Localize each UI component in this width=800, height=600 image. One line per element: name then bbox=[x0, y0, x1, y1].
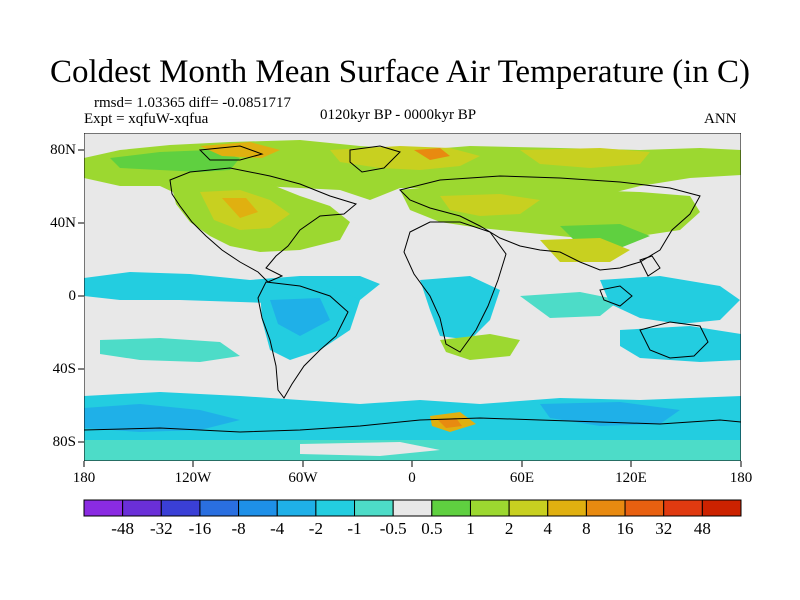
colorbar-swatch bbox=[392, 499, 433, 517]
colorbar-label: 32 bbox=[655, 519, 673, 538]
colorbar-label: -1 bbox=[347, 519, 362, 538]
anomaly-region bbox=[540, 402, 680, 426]
anomaly-region bbox=[414, 148, 450, 160]
colorbar-swatch bbox=[624, 499, 665, 517]
colorbar-swatch bbox=[83, 499, 124, 517]
colorbar-swatch bbox=[431, 499, 471, 517]
colorbar-swatch bbox=[547, 499, 587, 517]
experiment-label: Expt = xqfuW-xqfua bbox=[84, 111, 209, 127]
colorbar-label: 4 bbox=[543, 519, 553, 538]
colorbar-swatch bbox=[122, 499, 162, 517]
anomaly-region bbox=[540, 238, 630, 262]
colorbar-label: 1 bbox=[466, 519, 475, 538]
anomaly-region bbox=[440, 334, 520, 360]
colorbar-label: -32 bbox=[149, 519, 173, 538]
anomaly-region bbox=[520, 292, 620, 318]
colorbar-swatch bbox=[508, 499, 549, 517]
colorbar-label: 48 bbox=[693, 519, 711, 538]
lat-label-40s: 40S bbox=[52, 361, 76, 377]
colorbar-swatch bbox=[701, 499, 742, 517]
colorbar-swatch bbox=[354, 499, 394, 517]
period-label: 0120kyr BP - 0000kyr BP bbox=[320, 107, 477, 123]
lon-label-0: 0 bbox=[408, 470, 416, 486]
colorbar-label: -4 bbox=[270, 519, 285, 538]
stats-label: rmsd= 1.03365 diff= -0.0851717 bbox=[94, 95, 292, 111]
colorbar-swatch bbox=[160, 499, 201, 517]
chart-title: Coldest Month Mean Surface Air Temperatu… bbox=[50, 54, 750, 90]
colorbar-label: -16 bbox=[188, 519, 212, 538]
anomaly-region bbox=[300, 442, 440, 456]
anomaly-region bbox=[200, 142, 280, 158]
lon-label-120w: 120W bbox=[174, 470, 212, 486]
anomaly-region bbox=[520, 148, 650, 168]
colorbar-swatch bbox=[663, 499, 703, 517]
lat-label-0: 0 bbox=[68, 288, 77, 304]
anomaly-region bbox=[100, 338, 240, 362]
colorbar-label: -48 bbox=[111, 519, 134, 538]
coastlines bbox=[84, 145, 741, 433]
colorbar-label: -2 bbox=[308, 519, 323, 538]
colorbar-swatch bbox=[199, 499, 240, 517]
colorbar-label: 0.5 bbox=[421, 519, 443, 538]
colorbar-label: -0.5 bbox=[379, 519, 407, 538]
lat-label-80s: 80S bbox=[52, 434, 76, 450]
colorbar-swatch bbox=[469, 499, 510, 517]
anomaly-region bbox=[440, 194, 540, 216]
anomaly-region bbox=[438, 418, 462, 428]
season-label: ANN bbox=[704, 111, 737, 127]
lon-label-60e: 60E bbox=[509, 470, 535, 486]
anomaly-region bbox=[110, 150, 240, 172]
axis-ticks bbox=[78, 149, 742, 467]
anomaly-region bbox=[600, 276, 740, 324]
lon-label-180w: 180 bbox=[72, 470, 96, 486]
lat-label-80n: 80N bbox=[50, 142, 76, 158]
lat-label-40n: 40N bbox=[50, 215, 76, 231]
colorbar-swatch bbox=[585, 499, 626, 517]
anomaly-region bbox=[420, 276, 500, 340]
colorbar-swatch bbox=[238, 499, 278, 517]
colorbar-label: 2 bbox=[504, 519, 514, 538]
anomaly-region bbox=[270, 298, 330, 336]
anomaly-region bbox=[84, 404, 240, 432]
lon-label-180e: 180 bbox=[729, 470, 753, 486]
colorbar-label: -8 bbox=[231, 519, 246, 538]
anomaly-region bbox=[620, 326, 741, 362]
anomaly-region bbox=[222, 198, 258, 218]
colorbar-label: 8 bbox=[582, 519, 591, 538]
colorbar-swatch bbox=[315, 499, 356, 517]
colorbar-label: 16 bbox=[616, 519, 634, 538]
colorbar-swatch bbox=[276, 499, 317, 517]
lon-label-60w: 60W bbox=[288, 470, 318, 486]
lon-label-120e: 120E bbox=[615, 470, 647, 486]
